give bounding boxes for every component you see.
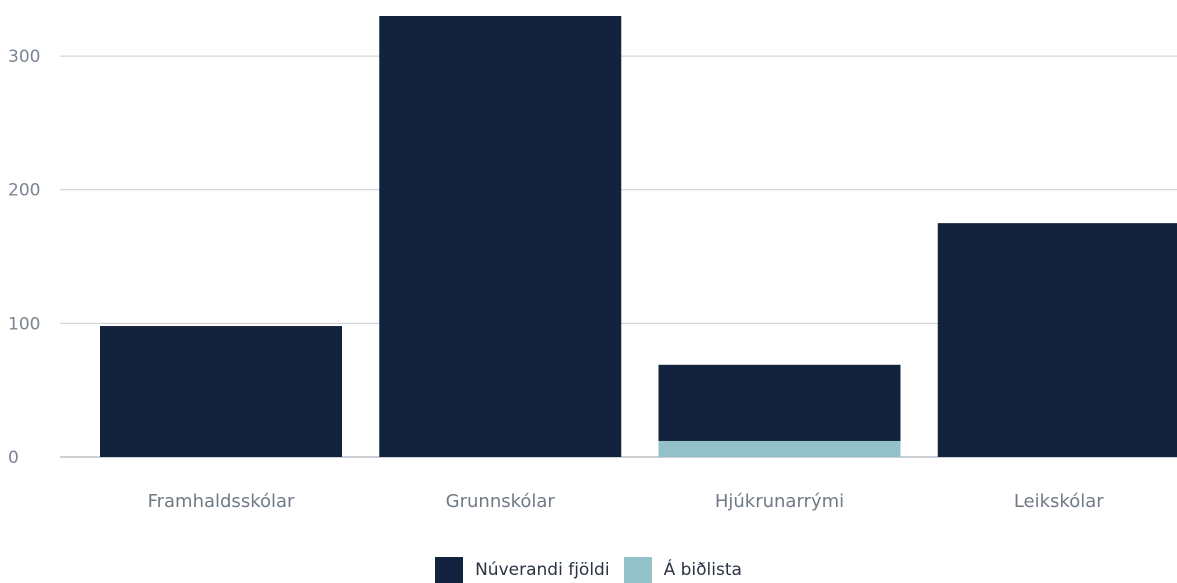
bar-Hjúkrunarrými-series-1	[658, 364, 901, 441]
bar-Framhaldsskólar-series-1	[100, 326, 342, 457]
legend-swatch	[435, 557, 464, 583]
x-axis-labels: Framhaldsskólar Grunnskólar Hjúkrunarrými L…	[148, 491, 1105, 512]
y-tick-label: 200	[8, 181, 40, 201]
legend: Núverandi fjöldi Á biðlista	[0, 557, 1177, 583]
y-axis-ticks: 0 100 200 300	[8, 47, 40, 468]
y-tick-label: 300	[8, 47, 40, 67]
x-tick-label: Hjúkrunarrými	[715, 491, 844, 512]
legend-label: Núverandi fjöldi	[475, 560, 610, 580]
y-tick-label: 0	[8, 448, 19, 468]
legend-label: Á biðlista	[663, 560, 742, 580]
bar-Hjúkrunarrými-series-0	[658, 440, 901, 457]
x-tick-label: Framhaldsskólar	[148, 491, 295, 512]
y-tick-label: 100	[8, 314, 40, 334]
x-tick-label: Grunnskólar	[446, 491, 556, 512]
legend-item: Á biðlista	[623, 557, 742, 583]
bar-chart: 0 100 200 300 Framhaldsskólar Grunnskólar Hjú…	[8, 16, 1177, 512]
bars	[100, 16, 1177, 457]
bar-Leikskólar-series-1	[937, 223, 1177, 457]
legend-swatch	[623, 557, 652, 583]
bar-Grunnskólar-series-1	[379, 16, 622, 457]
x-tick-label: Leikskólar	[1014, 491, 1104, 512]
legend-item: Núverandi fjöldi	[435, 557, 610, 583]
